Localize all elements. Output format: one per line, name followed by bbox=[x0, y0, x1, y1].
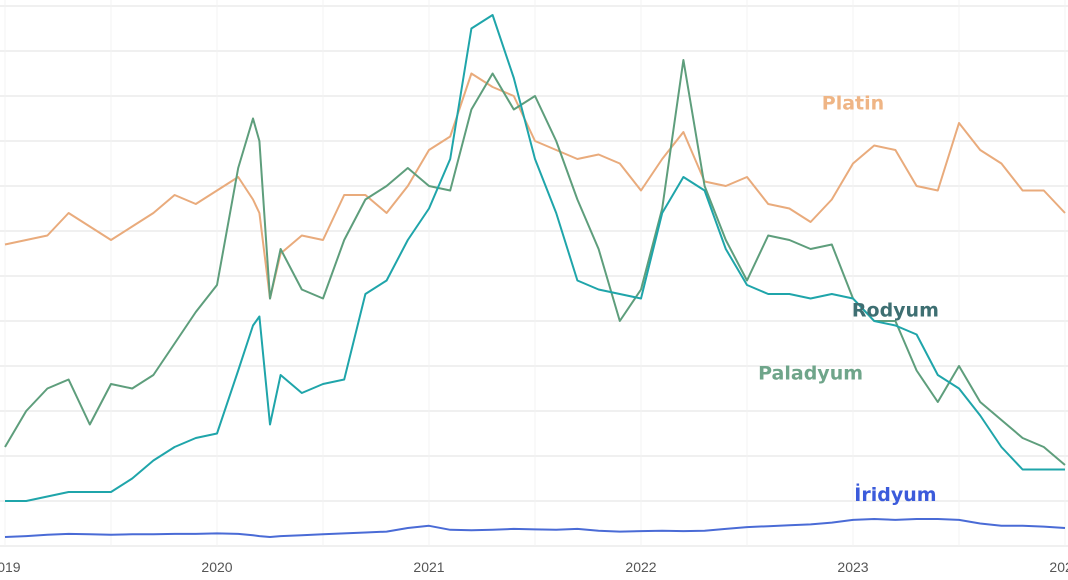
series-labels: Platin Rodyum Paladyum İridyum bbox=[758, 93, 939, 507]
series-label: Paladyum bbox=[758, 363, 863, 385]
x-tick-label: 2019 bbox=[0, 559, 21, 575]
series-line-iridyum bbox=[4, 518, 1066, 538]
x-tick-label: 2023 bbox=[837, 559, 868, 575]
x-tick-label: 2020 bbox=[201, 559, 232, 575]
x-tick-label: 2022 bbox=[625, 559, 656, 575]
series-line-paladyum bbox=[4, 59, 1066, 466]
series-line-platin bbox=[4, 72, 1066, 300]
series-label: İridyum bbox=[854, 482, 936, 506]
grid bbox=[0, 0, 1068, 547]
series-label: Rodyum bbox=[852, 300, 939, 322]
series-label: Platin bbox=[822, 93, 884, 115]
series-line-rodyum bbox=[5, 14, 1065, 502]
x-tick-label: 2024 bbox=[1049, 559, 1068, 575]
series-lines bbox=[4, 14, 1066, 538]
x-axis-ticks: 2019 2020 2021 2022 2023 2024 bbox=[0, 559, 1068, 575]
x-tick-label: 2021 bbox=[413, 559, 444, 575]
